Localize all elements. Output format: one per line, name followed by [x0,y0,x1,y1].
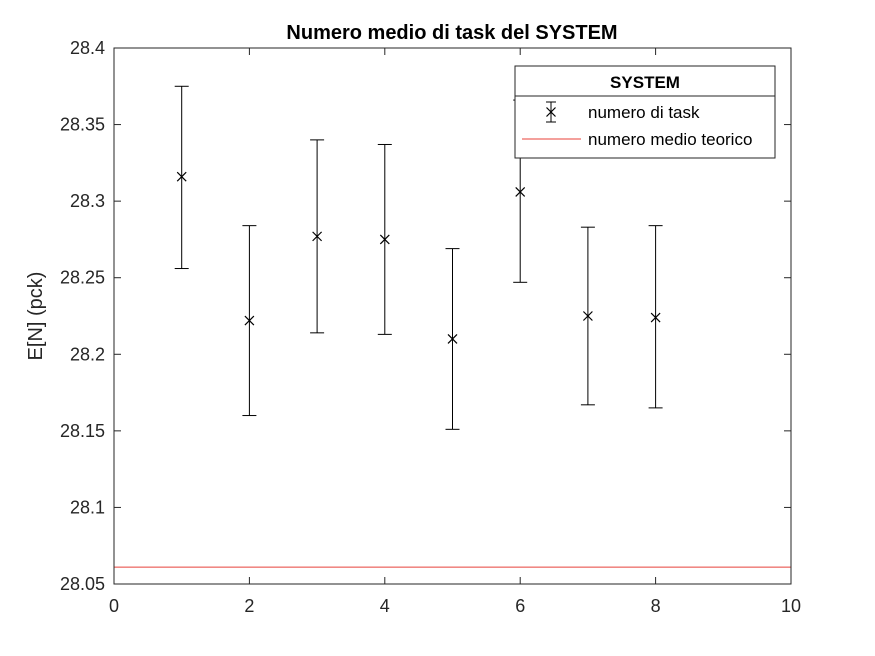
y-tick-label: 28.35 [60,115,105,135]
marker-stroke-2 [582,311,593,321]
y-tick-label: 28.3 [70,191,105,211]
marker-stroke-2 [447,334,458,344]
data-point-5 [445,248,460,430]
marker-stroke-2 [244,315,255,326]
marker-stroke-2 [176,171,187,182]
marker-stroke-2 [650,312,661,323]
marker-stroke-2 [379,234,390,245]
legend-marker-stroke-2 [546,107,556,117]
legend-box [514,65,776,159]
y-tick-label: 28.05 [60,574,105,594]
axes-box [113,47,792,585]
data-point-8 [648,225,663,409]
y-axis-label: E[N] (pck) [25,272,47,361]
x-tick-label: 0 [109,596,119,616]
y-tick-label: 28.15 [60,421,105,441]
legend-title: SYSTEM [610,73,680,92]
errorbar-layer [174,85,663,430]
legend: SYSTEM numero di task numero medio teori… [514,65,776,159]
x-axis-ticks: 0 2 4 6 8 10 [109,48,801,616]
x-tick-label: 10 [781,596,801,616]
legend-entry-numero-di-task: numero di task [588,103,700,122]
data-point-2 [242,225,257,417]
y-tick-label: 28.25 [60,268,105,288]
y-axis-ticks: 28.05 28.1 28.15 28.2 28.25 28.3 28.35 28.4 [60,38,791,594]
y-tick-label: 28.1 [70,497,105,517]
legend-errorbar-swatch [546,101,556,123]
marker-stroke-2 [515,187,526,197]
data-point-3 [310,139,325,334]
data-point-7 [580,226,595,406]
x-tick-label: 2 [244,596,254,616]
data-point-4 [377,143,392,335]
x-tick-label: 4 [380,596,390,616]
y-tick-label: 28.2 [70,344,105,364]
x-tick-label: 6 [515,596,525,616]
legend-entry-numero-medio-teorico: numero medio teorico [588,130,752,149]
y-tick-label: 28.4 [70,38,105,58]
x-tick-label: 8 [651,596,661,616]
chart-title: Numero medio di task del SYSTEM [286,22,617,44]
data-point-1 [174,85,189,270]
marker-stroke-2 [312,231,323,242]
